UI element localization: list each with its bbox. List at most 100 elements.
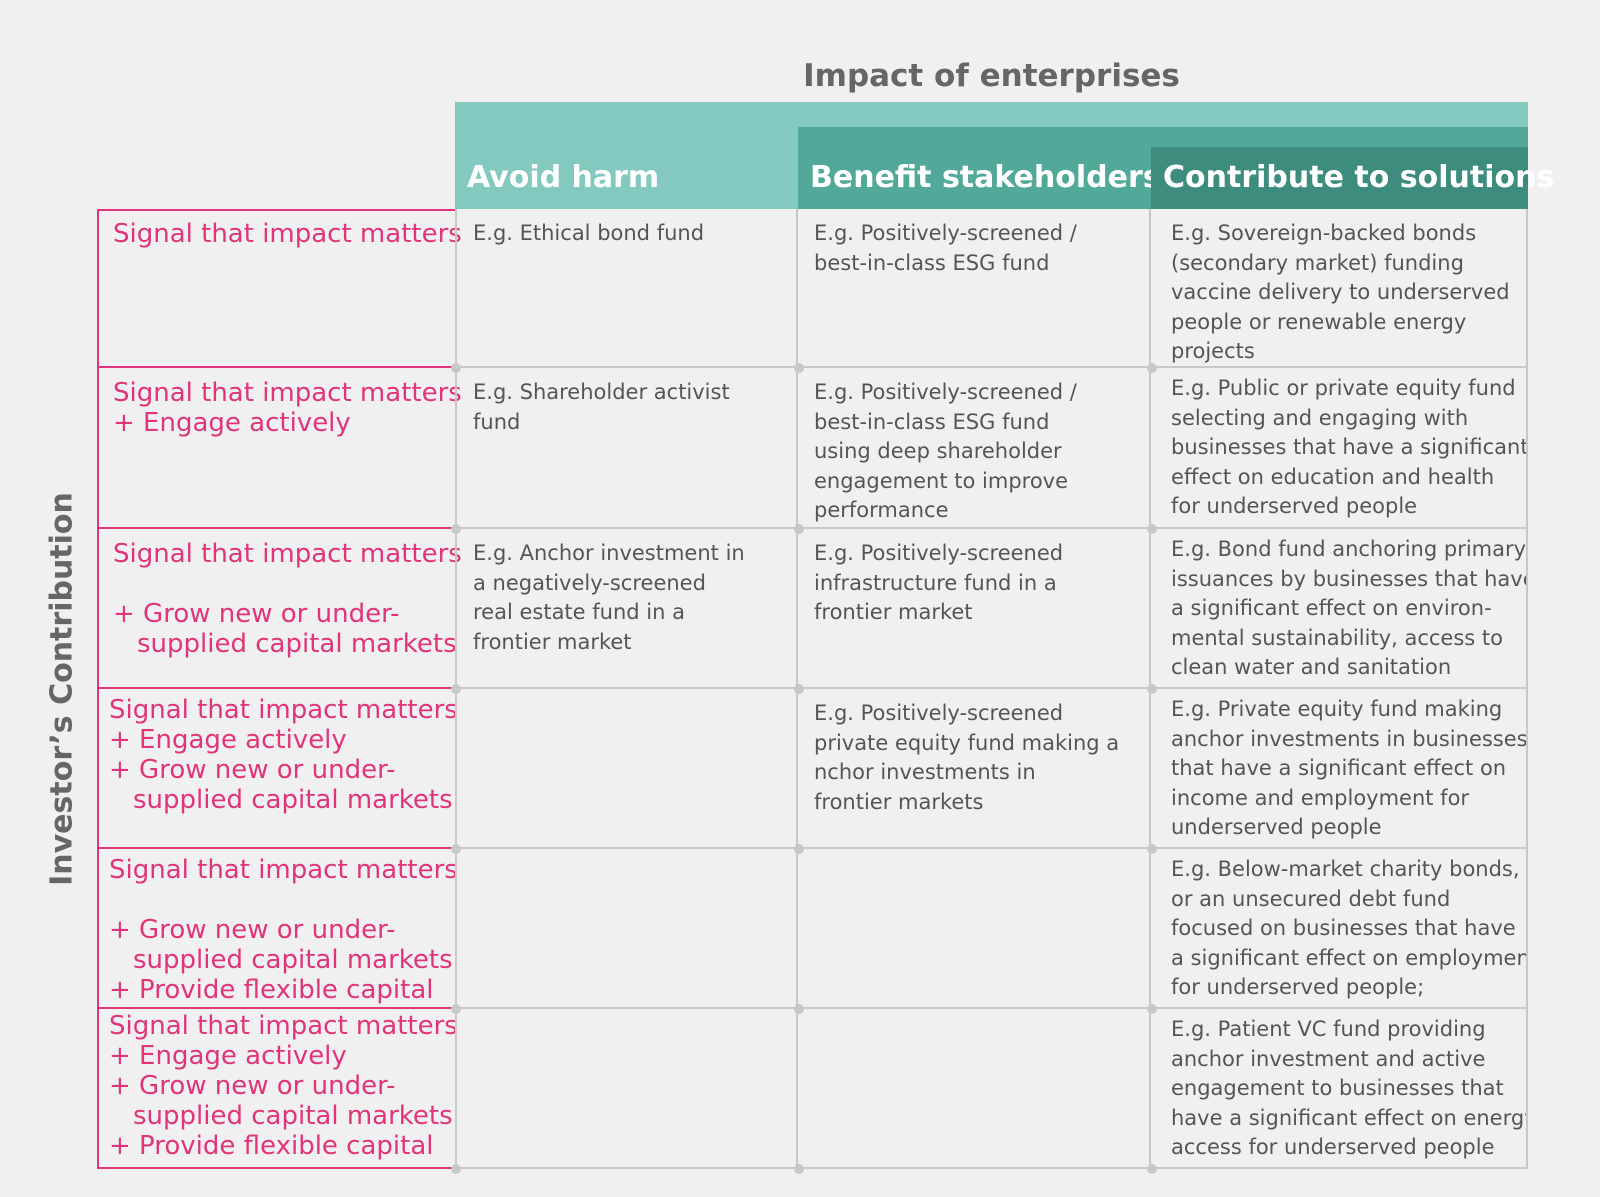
cell-line: frontier market bbox=[814, 600, 973, 624]
contribution-line: + Grow new or under- bbox=[113, 599, 400, 629]
cell-line: performance bbox=[814, 498, 949, 522]
cell-line: E.g. Anchor investment in bbox=[473, 541, 745, 565]
contribution-line: supplied capital markets bbox=[137, 629, 457, 659]
grid-dot bbox=[794, 1164, 804, 1174]
cell-line: focused on businesses that have bbox=[1171, 916, 1516, 940]
cell-line: nchor investments in bbox=[814, 760, 1036, 784]
cell-line: E.g. Below-market charity bonds, bbox=[1171, 857, 1520, 881]
cell-line: real estate fund in a bbox=[473, 600, 685, 624]
grid-dot bbox=[1147, 363, 1157, 373]
cell-line: private equity fund making a bbox=[814, 730, 1120, 755]
cell-line: E.g. Positively-screened / bbox=[814, 221, 1077, 245]
cell: E.g. Private equity fund making anchor in… bbox=[1151, 689, 1528, 849]
row-label: Signal that impact matters + Grow new or … bbox=[113, 539, 462, 659]
contribution-line: Signal that impact matters bbox=[113, 539, 462, 569]
cell-line: underserved people bbox=[1171, 815, 1382, 839]
cell-line: a negatively-screened bbox=[473, 570, 706, 595]
cell-line: have a significant effect on energy bbox=[1171, 1105, 1528, 1130]
cell: E.g. Positively-screened private equity f… bbox=[798, 689, 1151, 849]
cell-line: E.g. Public or private equity fund bbox=[1171, 376, 1516, 400]
column-header: Contribute to solutions bbox=[1151, 147, 1554, 209]
cell: E.g. Sovereign-backed bonds (secondary ma… bbox=[1151, 209, 1528, 368]
grid-dot bbox=[1147, 1004, 1157, 1014]
cell-line: businesses that have a significant bbox=[1171, 435, 1528, 459]
contribution-line: Signal that impact matters bbox=[109, 1011, 458, 1041]
cell bbox=[798, 1009, 1151, 1169]
cell-line: for underserved people bbox=[1171, 494, 1418, 518]
cell-line: frontier markets bbox=[814, 789, 984, 814]
contribution-line: + Engage actively bbox=[109, 1041, 347, 1071]
cell bbox=[455, 689, 798, 849]
y-axis-label: Investor’s Contribution bbox=[44, 492, 80, 886]
contribution-line: supplied capital markets bbox=[133, 785, 453, 815]
cell-line: access for underserved people bbox=[1171, 1135, 1495, 1159]
contribution-line: + Provide flexible capital bbox=[109, 975, 434, 1005]
cell-line: engagement to businesses that bbox=[1171, 1076, 1504, 1100]
row-label-box: Signal that impact matters + Engage activ… bbox=[97, 368, 462, 529]
cell-line: income and employment for bbox=[1171, 785, 1470, 810]
contribution-line: supplied capital markets bbox=[133, 1101, 453, 1131]
cell-line: people or renewable energy bbox=[1171, 309, 1467, 334]
cell-line: E.g. Ethical bond fund bbox=[473, 221, 705, 245]
cell: E.g. Positively-screened infrastructure f… bbox=[798, 529, 1151, 689]
cell: E.g. Ethical bond fund bbox=[455, 209, 798, 368]
cell: E.g. Public or private equity fund select… bbox=[1151, 368, 1528, 529]
row-label: Signal that impact matters + Grow new or … bbox=[109, 855, 458, 1005]
contribution-item: + Engage actively bbox=[109, 725, 458, 755]
cell-line: mental sustainability, access to bbox=[1171, 625, 1503, 650]
contribution-item: + Provide flexible capital bbox=[109, 1131, 458, 1161]
row-label-box: Signal that impact matters + Grow new or … bbox=[97, 849, 458, 1009]
grid-dot bbox=[794, 363, 804, 373]
cell-line: (secondary market) funding bbox=[1171, 250, 1464, 275]
cell-line: a significant effect on environ- bbox=[1171, 596, 1492, 620]
cell-line: infrastructure fund in a bbox=[814, 570, 1057, 595]
cell-line: projects bbox=[1171, 339, 1255, 363]
contribution-line: + Grow new or under- bbox=[109, 1071, 396, 1101]
contribution-item: Signal that impact matters bbox=[109, 855, 458, 885]
grid-dot bbox=[794, 844, 804, 854]
contribution-line: + Provide flexible capital bbox=[109, 1131, 434, 1161]
grid-dot bbox=[1147, 1164, 1157, 1174]
grid-dot bbox=[1147, 524, 1157, 534]
row-label: Signal that impact matters + Engage activ… bbox=[109, 1011, 458, 1161]
grid-dot bbox=[794, 1004, 804, 1014]
row-label-box: Signal that impact matters + Engage activ… bbox=[97, 1009, 458, 1169]
cell-line: E.g. Positively-screened bbox=[814, 701, 1064, 725]
contribution-item: Signal that impact matters bbox=[109, 1011, 458, 1041]
contribution-line: Signal that impact matters bbox=[109, 855, 458, 885]
grid-dot bbox=[1147, 844, 1157, 854]
cell-line: using deep shareholder bbox=[814, 439, 1062, 463]
grid-dot bbox=[451, 1164, 461, 1174]
contribution-item: + Engage actively bbox=[109, 1041, 458, 1071]
row-label: Signal that impact matters + Engage activ… bbox=[113, 378, 462, 438]
cell-line: E.g. Private equity fund making bbox=[1171, 697, 1503, 721]
cell-line: best-in-class ESG fund bbox=[814, 409, 1050, 434]
contribution-item: + Grow new or under-supplied capital mar… bbox=[109, 1071, 458, 1131]
cell bbox=[798, 849, 1151, 1009]
cell: E.g. Positively-screened / best-in-class … bbox=[798, 209, 1151, 368]
cell-line: E.g. Positively-screened / bbox=[814, 380, 1077, 404]
contribution-line: supplied capital markets bbox=[133, 945, 453, 975]
grid-dot bbox=[1147, 684, 1157, 694]
cell: E.g. Patient VC fund providing anchor inv… bbox=[1151, 1009, 1528, 1169]
row-label-box: Signal that impact matters bbox=[97, 209, 462, 368]
cell-line: a significant effect on employment bbox=[1171, 945, 1528, 970]
cell-line: anchor investment and active bbox=[1171, 1046, 1486, 1071]
cell: E.g. Positively-screened / best-in-class … bbox=[798, 368, 1151, 529]
cell-line: E.g. Bond fund anchoring primary bbox=[1171, 537, 1527, 561]
cell: E.g. Anchor investment in a negatively-sc… bbox=[455, 529, 798, 689]
cell bbox=[455, 1009, 798, 1169]
cell bbox=[455, 849, 798, 1009]
cell: E.g. Shareholder activist fund bbox=[455, 368, 798, 529]
cell: E.g. Below-market charity bonds, or an un… bbox=[1151, 849, 1528, 1009]
cell-line: for underserved people; bbox=[1171, 975, 1425, 999]
contribution-item: + Provide flexible capital bbox=[109, 975, 458, 1005]
contribution-item: Signal that impact matters bbox=[113, 219, 462, 249]
cell-line: fund bbox=[473, 409, 521, 434]
cell-line: issuances by businesses that have bbox=[1171, 566, 1528, 591]
cell-line: selecting and engaging with bbox=[1171, 405, 1469, 430]
contribution-line: + Engage actively bbox=[109, 725, 347, 755]
cell-line: engagement to improve bbox=[814, 468, 1069, 493]
cell-line: effect on education and health bbox=[1171, 464, 1495, 489]
